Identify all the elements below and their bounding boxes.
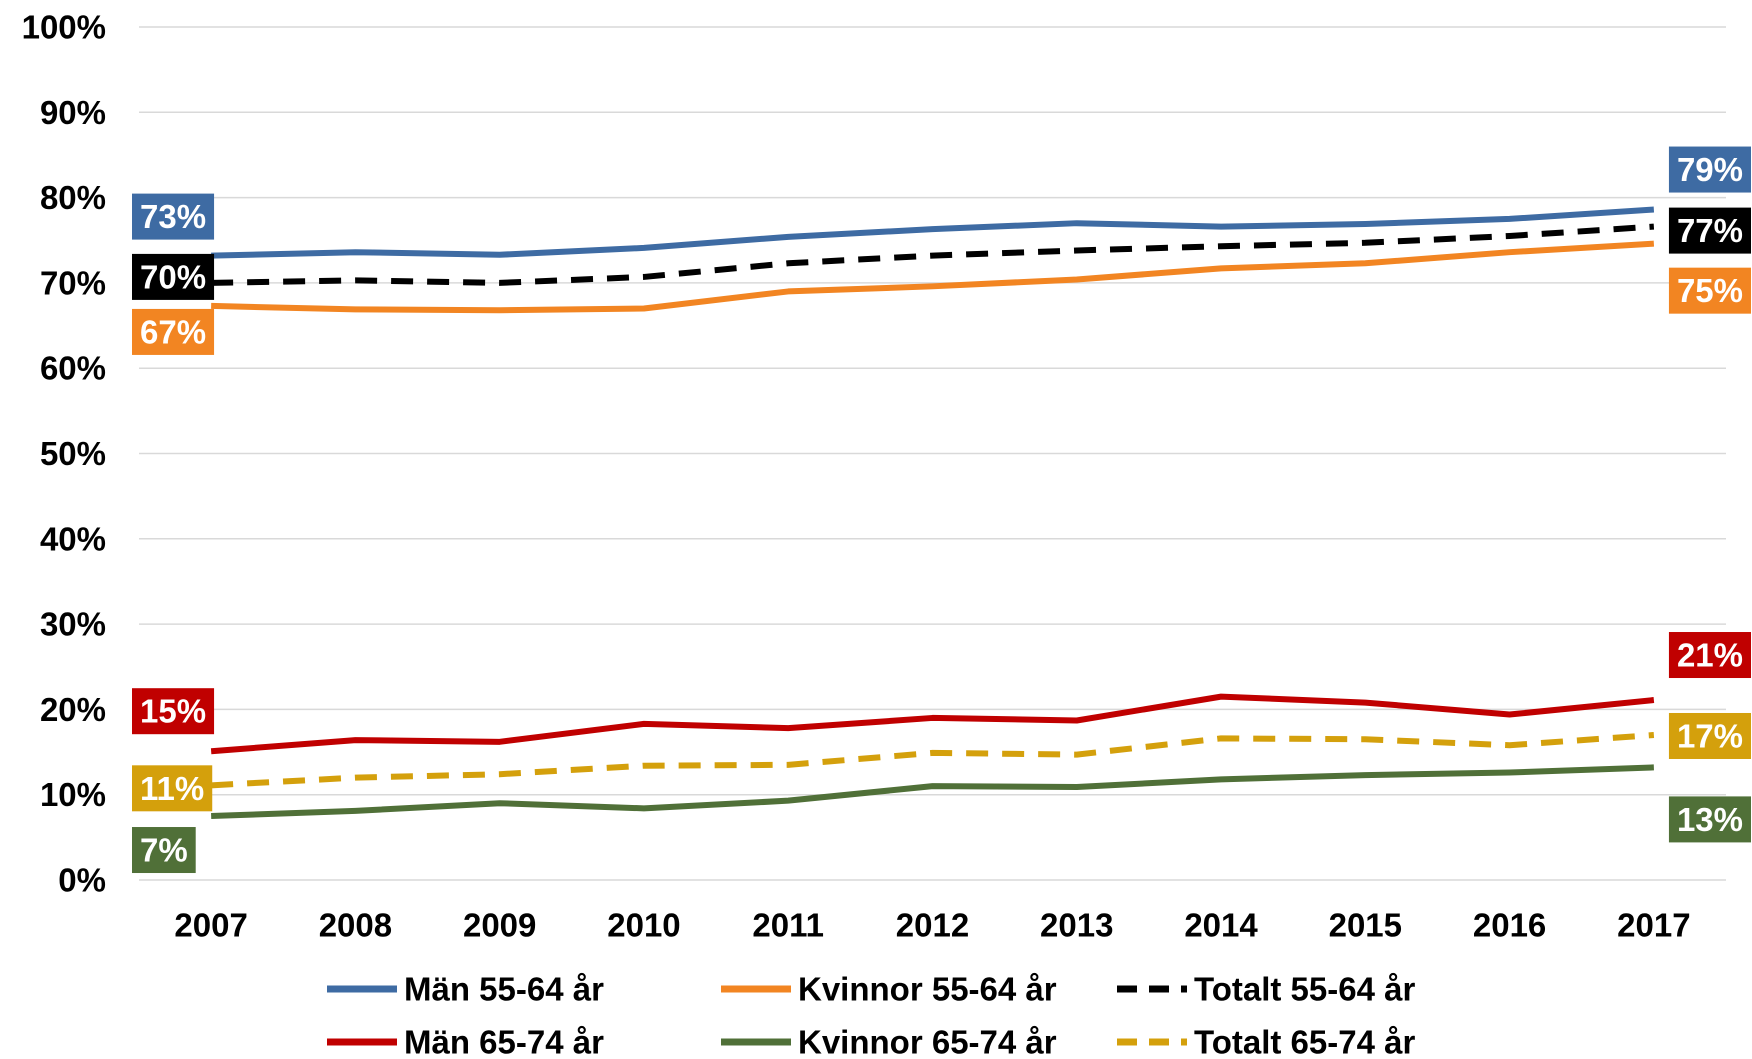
series-line <box>211 240 1655 314</box>
x-tick-label: 2011 <box>752 907 824 944</box>
y-tick-label: 80% <box>40 179 106 216</box>
legend-label: Män 65-74 år <box>404 1024 604 1059</box>
data-label-text: 7% <box>140 832 188 869</box>
x-tick-label: 2009 <box>463 907 536 944</box>
data-label: 75% <box>1668 267 1751 314</box>
data-label-box <box>1668 712 1751 759</box>
data-label-box <box>1668 267 1751 314</box>
y-tick-label: 10% <box>40 776 106 813</box>
data-label: 67% <box>132 308 215 355</box>
y-tick-label: 100% <box>22 9 106 46</box>
data-label-box <box>132 827 196 874</box>
data-label-text: 11% <box>140 770 204 807</box>
y-tick-label: 50% <box>40 435 106 472</box>
data-label: 79% <box>1668 146 1751 193</box>
data-label-box <box>132 253 215 300</box>
legend-label: Kvinnor 55-64 år <box>798 971 1057 1008</box>
x-tick-label: 2016 <box>1473 907 1546 944</box>
data-label: 15% <box>132 688 215 735</box>
data-label: 11% <box>132 765 213 812</box>
x-tick-label: 2007 <box>174 907 247 944</box>
data-label-text: 21% <box>1677 637 1743 674</box>
series-line <box>210 731 1655 789</box>
y-tick-label: 30% <box>40 606 106 643</box>
x-tick-label: 2017 <box>1617 907 1690 944</box>
data-label-text: 75% <box>1677 272 1743 309</box>
data-label-box <box>132 765 213 812</box>
data-label-text: 77% <box>1677 212 1743 249</box>
series-line <box>211 764 1654 820</box>
y-tick-label: 90% <box>40 94 106 131</box>
x-tick-label: 2008 <box>319 907 392 944</box>
data-label: 7% <box>132 827 196 874</box>
data-label-text: 79% <box>1677 151 1743 188</box>
x-tick-label: 2012 <box>896 907 969 944</box>
data-label-text: 70% <box>140 258 206 295</box>
y-tick-label: 20% <box>40 691 106 728</box>
data-label: 70% <box>132 253 215 300</box>
data-label-box <box>132 688 215 735</box>
x-tick-label: 2015 <box>1329 907 1402 944</box>
data-label: 77% <box>1668 207 1751 254</box>
legend-label: Totalt 65-74 år <box>1194 1024 1415 1059</box>
y-tick-label: 60% <box>40 350 106 387</box>
data-label-text: 73% <box>140 198 206 235</box>
legend-label: Män 55-64 år <box>404 971 604 1008</box>
data-label-text: 15% <box>140 693 206 730</box>
series-line <box>211 206 1655 259</box>
series-line <box>211 223 1655 286</box>
data-label-box <box>1668 632 1751 679</box>
data-label-text: 13% <box>1677 801 1743 838</box>
data-label: 13% <box>1668 796 1751 843</box>
data-label: 17% <box>1668 712 1751 759</box>
y-tick-label: 0% <box>58 862 106 899</box>
data-label-box <box>1668 796 1751 843</box>
data-label-text: 17% <box>1677 717 1743 754</box>
y-tick-label: 40% <box>40 520 106 557</box>
series-line <box>210 693 1655 755</box>
y-tick-label: 70% <box>40 264 106 301</box>
x-tick-label: 2014 <box>1184 907 1258 944</box>
data-label-box <box>1668 207 1751 254</box>
data-label-box <box>132 193 215 240</box>
legend-label: Totalt 55-64 år <box>1194 971 1415 1008</box>
data-label-box <box>1668 146 1751 193</box>
data-label-text: 67% <box>140 313 206 350</box>
x-tick-label: 2013 <box>1040 907 1113 944</box>
data-label: 21% <box>1668 632 1751 679</box>
legend-label: Kvinnor 65-74 år <box>798 1024 1057 1059</box>
data-label: 73% <box>132 193 215 240</box>
x-tick-label: 2010 <box>607 907 680 944</box>
data-label-box <box>132 308 215 355</box>
